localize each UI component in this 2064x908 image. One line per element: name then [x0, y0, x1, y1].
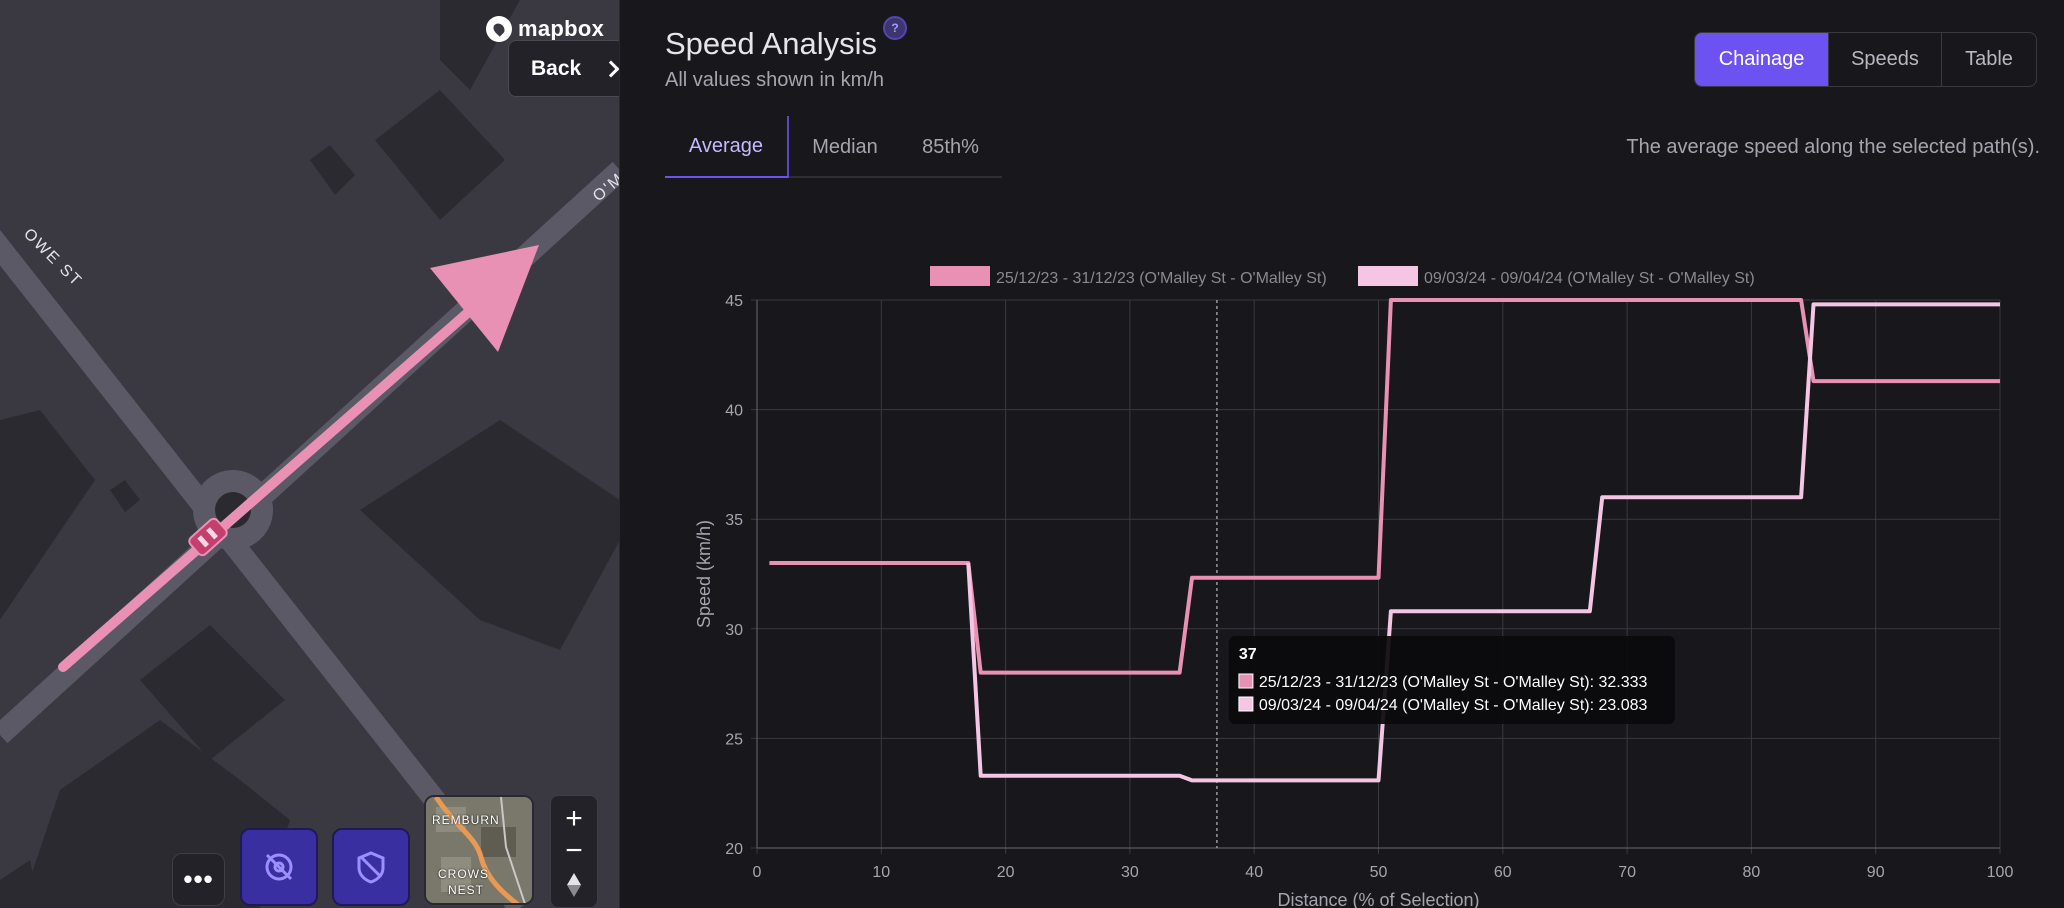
view-chainage-button[interactable]: Chainage	[1695, 33, 1829, 86]
satellite-thumbnail	[426, 797, 532, 903]
mapbox-logo: mapbox	[486, 16, 604, 42]
tooltip-row: 25/12/23 - 31/12/23 (O'Malley St - O'Mal…	[1259, 674, 1648, 691]
x-tick-label: 100	[1987, 864, 2014, 881]
x-tick-label: 80	[1743, 864, 1761, 881]
map-canvas[interactable]: OWE ST O'M	[0, 0, 620, 908]
y-tick-label: 20	[725, 841, 743, 858]
tab-average[interactable]: Average	[665, 116, 789, 178]
chevron-right-icon	[602, 60, 619, 77]
compass-button[interactable]	[551, 868, 597, 902]
y-tick-label: 30	[725, 622, 743, 639]
shield-off-icon	[357, 851, 385, 884]
map-view[interactable]: OWE ST O'M mapbox Back •••	[0, 0, 620, 908]
zoom-out-button[interactable]: −	[551, 834, 597, 868]
view-switcher: Chainage Speeds Table	[1694, 32, 2037, 87]
tooltip-row: 09/03/24 - 09/04/24 (O'Malley St - O'Mal…	[1259, 697, 1648, 714]
satellite-label: REMBURN	[432, 813, 500, 827]
x-tick-label: 10	[872, 864, 890, 881]
zoom-in-button[interactable]: +	[551, 802, 597, 836]
metric-tabs: Average Median 85th%	[665, 116, 1002, 178]
more-options-button[interactable]: •••	[172, 853, 225, 906]
x-tick-label: 20	[997, 864, 1015, 881]
y-tick-label: 40	[725, 403, 743, 420]
privacy-toggle-button[interactable]	[332, 828, 410, 906]
x-tick-label: 90	[1867, 864, 1885, 881]
tooltip-box	[1228, 636, 1675, 724]
tooltip-swatch	[1238, 673, 1254, 689]
y-axis-label: Speed (km/h)	[694, 520, 714, 628]
eye-off-icon	[265, 853, 293, 881]
y-tick-label: 45	[725, 293, 743, 310]
y-tick-label: 35	[725, 512, 743, 529]
y-tick-label: 25	[725, 731, 743, 748]
legend-swatch	[930, 266, 990, 286]
compass-icon	[567, 873, 581, 897]
tab-description: The average speed along the selected pat…	[1626, 136, 2040, 158]
view-table-button[interactable]: Table	[1965, 48, 2013, 70]
hide-layer-button[interactable]	[240, 828, 318, 906]
mapbox-logo-text: mapbox	[518, 16, 605, 41]
page-title: Speed Analysis	[665, 26, 877, 61]
plus-icon: +	[565, 802, 583, 835]
satellite-label: CROWS	[438, 867, 489, 881]
x-tick-label: 50	[1370, 864, 1388, 881]
more-icon: •••	[183, 864, 214, 894]
legend-label: 09/03/24 - 09/04/24 (O'Malley St - O'Mal…	[1424, 270, 1755, 287]
tab-median[interactable]: Median	[812, 135, 878, 158]
tab-85th[interactable]: 85th%	[922, 135, 979, 158]
speed-analysis-panel: Speed Analysis ? All values shown in km/…	[620, 0, 2064, 908]
help-icon[interactable]: ?	[883, 16, 907, 40]
x-axis-label: Distance (% of Selection)	[1277, 890, 1479, 908]
x-tick-label: 60	[1494, 864, 1512, 881]
series-line	[966, 302, 2000, 783]
zoom-controls: + −	[550, 795, 598, 908]
tooltip-title: 37	[1239, 646, 1257, 663]
x-tick-label: 70	[1618, 864, 1636, 881]
speed-chainage-chart[interactable]: 0 10 20 30 40 50 60 70 80 90 100 20 25 30 35 40 45 Distan…	[620, 250, 2064, 908]
x-tick-label: 0	[753, 864, 762, 881]
legend-label: 25/12/23 - 31/12/23 (O'Malley St - O'Mal…	[996, 270, 1327, 287]
x-tick-label: 40	[1245, 864, 1263, 881]
satellite-label: NEST	[448, 883, 485, 897]
minus-icon: −	[565, 834, 583, 867]
page-subtitle: All values shown in km/h	[665, 69, 884, 91]
series-line	[769, 298, 2000, 675]
satellite-style-button[interactable]: REMBURN CROWS NEST	[424, 795, 534, 905]
legend-swatch	[1358, 266, 1418, 286]
back-button[interactable]: Back	[508, 40, 619, 97]
tooltip-swatch	[1238, 696, 1254, 712]
back-button-label: Back	[531, 56, 582, 80]
view-speeds-button[interactable]: Speeds	[1829, 33, 1942, 86]
x-tick-label: 30	[1121, 864, 1139, 881]
mapbox-logo-icon	[486, 16, 512, 42]
